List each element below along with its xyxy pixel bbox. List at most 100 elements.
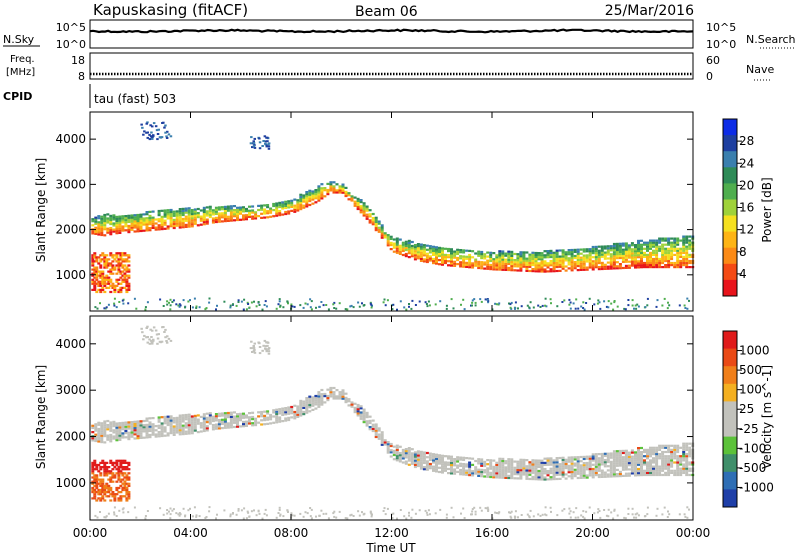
velocity-cell <box>93 488 97 492</box>
power-cell <box>99 280 103 283</box>
power-cell <box>439 300 442 303</box>
power-cell <box>377 230 381 233</box>
velocity-cell <box>646 448 649 451</box>
velocity-cell <box>145 432 149 435</box>
velocity-cell <box>115 468 119 471</box>
velocity-cell <box>495 463 499 466</box>
power-cell <box>416 251 420 254</box>
velocity-cell <box>107 495 111 498</box>
power-cell <box>624 250 628 253</box>
velocity-cell <box>368 415 372 418</box>
power-cell <box>103 264 107 267</box>
velocity-cell <box>99 499 103 502</box>
velocity-cell <box>618 458 622 461</box>
velocity-cell <box>599 516 602 519</box>
velocity-cell <box>335 395 339 398</box>
velocity-cell <box>428 513 431 516</box>
power-cell <box>570 255 574 258</box>
velocity-cell <box>208 418 212 421</box>
velocity-cell <box>125 474 129 477</box>
power-cell <box>296 199 300 202</box>
power-cell <box>124 229 128 232</box>
velocity-cell <box>582 468 586 471</box>
power-cell <box>516 269 520 272</box>
velocity-cell <box>552 473 556 477</box>
power-cell <box>121 260 125 263</box>
power-cell <box>498 256 502 259</box>
velocity-cell <box>618 462 622 465</box>
velocity-cell <box>673 455 677 458</box>
power-cell <box>193 220 197 223</box>
power-cell <box>100 233 104 237</box>
velocity-cell <box>148 338 151 341</box>
velocity-cell <box>410 456 414 459</box>
velocity-cell <box>266 416 270 419</box>
power-cell <box>497 303 500 306</box>
power-cell <box>121 264 125 267</box>
velocity-cell <box>646 506 649 509</box>
power-cell <box>263 210 267 213</box>
velocity-cell <box>242 416 245 419</box>
velocity-cell <box>123 495 127 498</box>
nave-tick-bottom: 0 <box>706 70 713 83</box>
power-cell <box>158 136 162 139</box>
power-cell <box>145 217 149 220</box>
power-cell <box>579 258 583 261</box>
power-cell <box>664 239 668 242</box>
velocity-cell <box>169 432 173 435</box>
velocity-cell <box>344 396 348 399</box>
power-cell <box>119 264 123 267</box>
velocity-cell <box>205 429 209 432</box>
velocity-cell <box>211 415 215 418</box>
power-cell <box>181 224 185 227</box>
velocity-cell <box>296 407 300 410</box>
velocity-cell <box>682 444 686 447</box>
power-cell <box>97 231 101 234</box>
power-cell <box>600 255 604 258</box>
power-cell <box>615 255 619 258</box>
power-cell <box>115 254 119 257</box>
velocity-cell <box>419 452 423 456</box>
power-cell <box>305 205 309 208</box>
velocity-cell <box>676 461 680 464</box>
velocity-cell <box>456 466 460 469</box>
power-cell <box>504 268 508 271</box>
power-cell <box>684 307 687 309</box>
power-cell <box>432 251 435 254</box>
velocity-cell <box>504 470 508 473</box>
power-cell <box>284 206 288 209</box>
power-cell <box>520 305 523 308</box>
power-cell <box>124 225 128 228</box>
velocity-cell <box>630 472 634 475</box>
velocity-cell <box>685 461 689 464</box>
power-cell <box>284 200 288 203</box>
power-cell <box>435 250 438 253</box>
nsky-trace <box>89 28 694 34</box>
velocity-cell <box>111 493 115 496</box>
power-cell <box>564 265 568 268</box>
velocity-cell <box>637 447 640 450</box>
velocity-cell <box>290 407 294 411</box>
velocity-cell <box>215 517 217 520</box>
velocity-cell <box>112 429 116 432</box>
power-cell <box>100 223 104 226</box>
velocity-cell <box>410 516 413 519</box>
power-cell <box>447 260 450 263</box>
power-cell <box>94 222 98 225</box>
power-cell <box>615 244 619 247</box>
power-cell <box>163 209 167 212</box>
power-cell <box>582 307 585 309</box>
power-cell <box>154 228 158 231</box>
velocity-cell <box>119 497 123 500</box>
power-cell <box>329 187 333 190</box>
velocity-cell <box>352 515 355 517</box>
power-cell <box>450 260 453 263</box>
velocity-cell <box>477 468 481 471</box>
velocity-cell <box>468 465 472 468</box>
power-cell <box>537 264 541 267</box>
power-cell <box>591 252 595 255</box>
velocity-cell <box>242 423 245 426</box>
power-cell <box>121 299 124 302</box>
power-cell <box>118 215 122 218</box>
power-cell <box>353 202 357 205</box>
